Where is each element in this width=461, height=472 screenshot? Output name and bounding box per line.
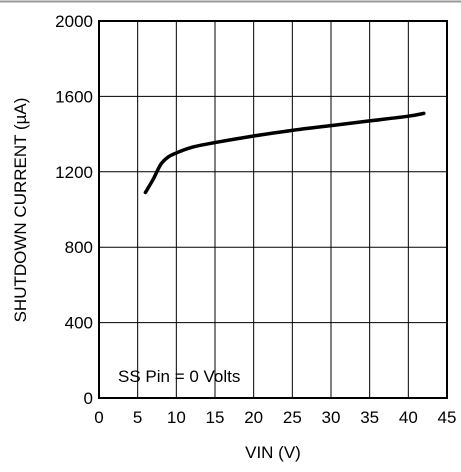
x-tick-label: 5 [133, 408, 142, 427]
x-axis-label: VIN (V) [245, 443, 301, 462]
y-tick-label: 2000 [55, 12, 93, 31]
y-tick-label: 400 [65, 314, 93, 333]
series-line [143, 111, 426, 195]
grid-lines [99, 21, 447, 398]
y-tick-label: 1600 [55, 87, 93, 106]
x-tick-label: 0 [94, 408, 103, 427]
y-tick-label: 800 [65, 238, 93, 257]
x-tick-label: 10 [167, 408, 186, 427]
x-tick-label: 15 [206, 408, 225, 427]
y-tick-label: 0 [84, 389, 93, 408]
y-tick-label: 1200 [55, 163, 93, 182]
x-tick-label: 20 [244, 408, 263, 427]
x-tick-label: 30 [322, 408, 341, 427]
annotation-text: SS Pin = 0 Volts [118, 367, 240, 386]
tick-labels: 0 5 10 15 20 25 30 35 40 45 0 400 800 1200 1600 2000 [55, 12, 456, 427]
x-tick-label: 40 [399, 408, 418, 427]
plot-frame [98, 20, 448, 399]
x-tick-label: 25 [283, 408, 302, 427]
series-layer [143, 111, 426, 195]
x-tick-label: 45 [438, 408, 457, 427]
x-tick-label: 35 [360, 408, 379, 427]
y-axis-label: SHUTDOWN CURRENT (µA) [11, 98, 30, 323]
